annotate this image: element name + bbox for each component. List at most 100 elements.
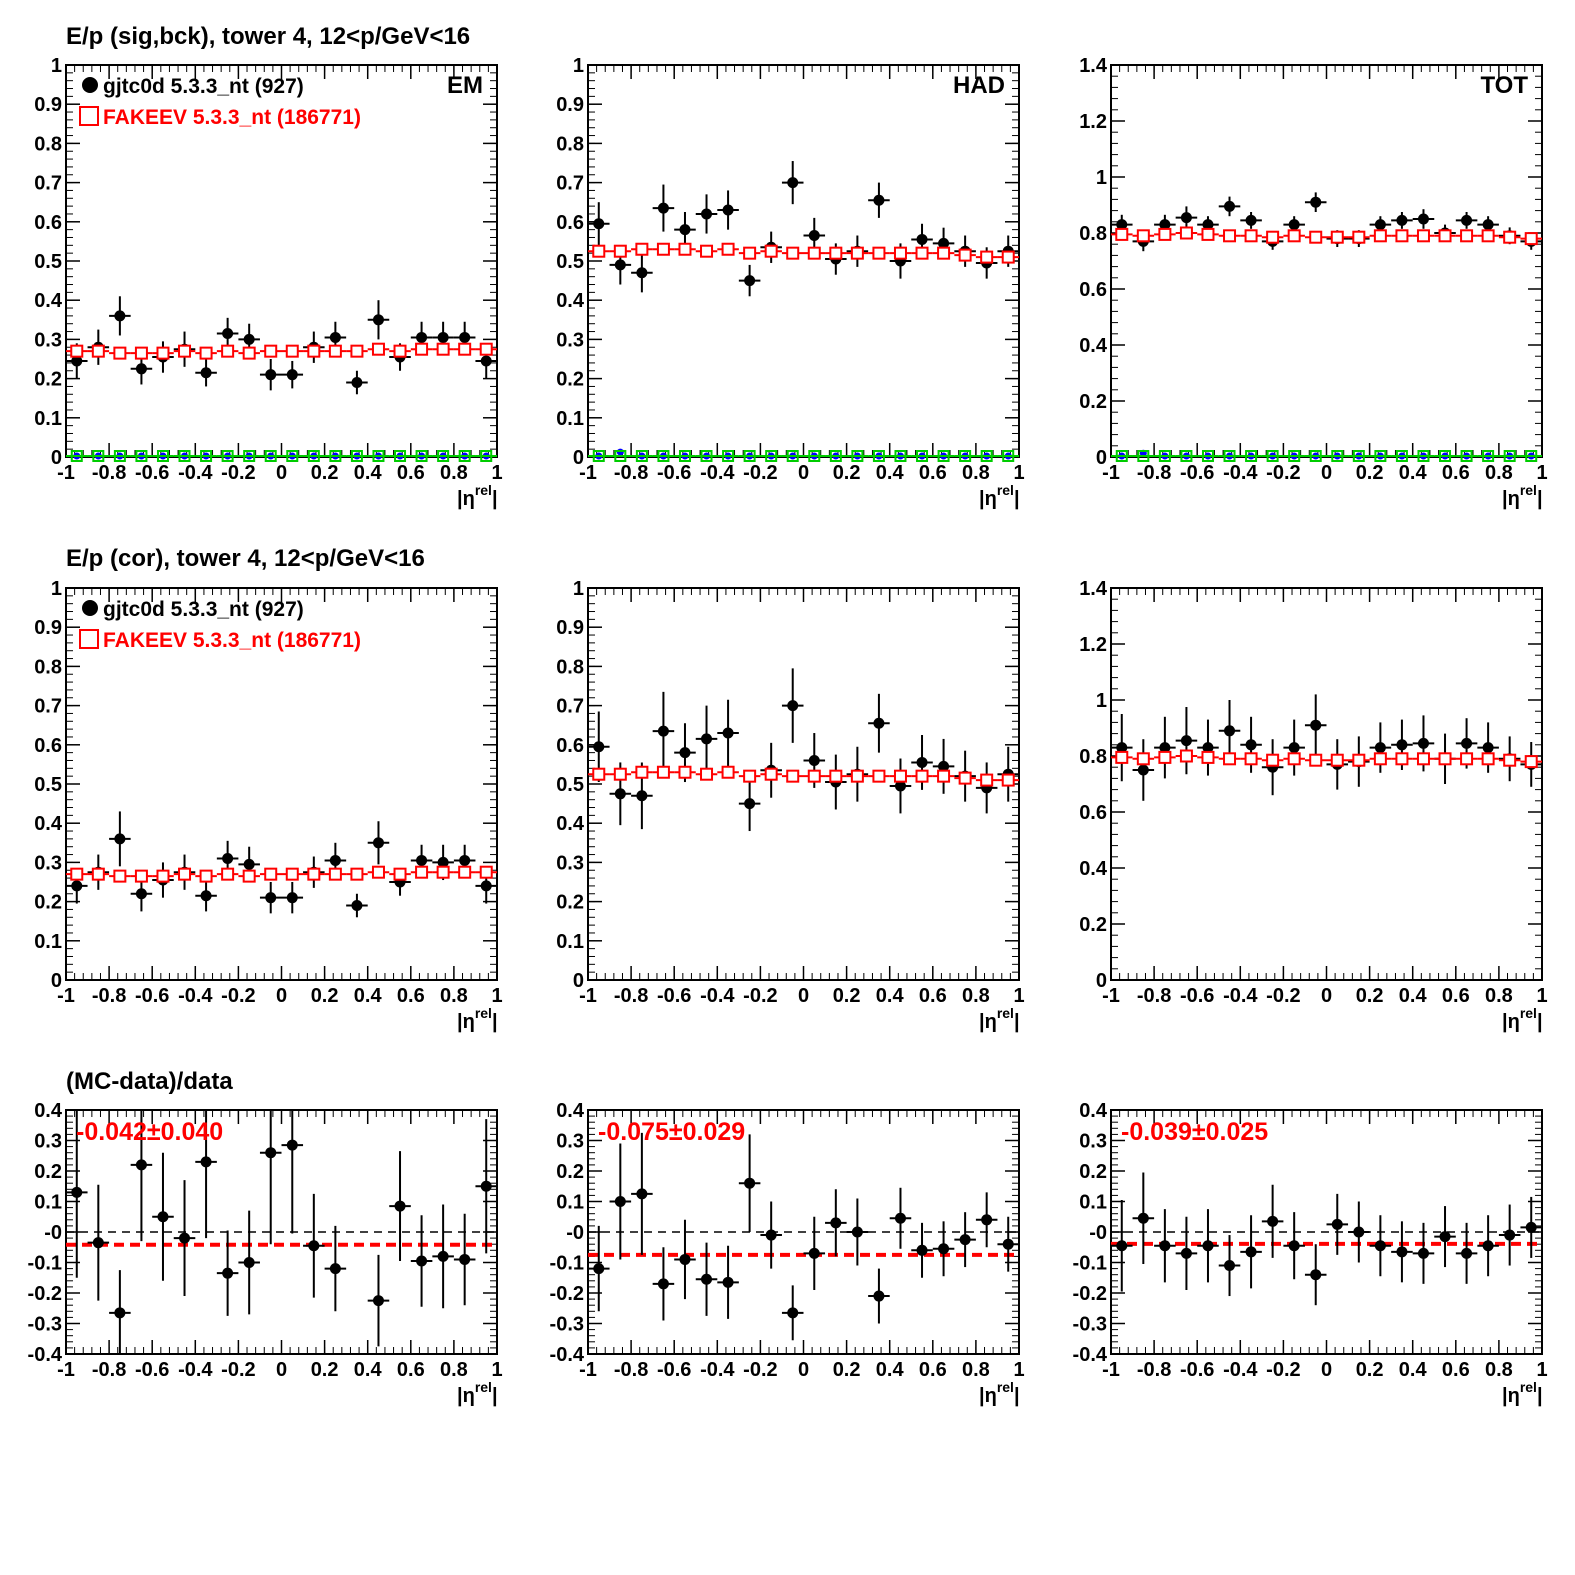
x-tick-label: -0.4	[178, 1359, 213, 1381]
x-axis-title-main: |η	[1502, 1385, 1520, 1407]
y-tick-label: 1.2	[1079, 634, 1107, 656]
x-tick-label: 0.2	[311, 1359, 339, 1381]
mc-point	[807, 246, 821, 260]
mc-point	[1287, 752, 1301, 766]
data-point	[1374, 1240, 1386, 1252]
x-tick-label: -0.6	[657, 462, 691, 484]
mean-annotation: -0.042±0.040	[76, 1118, 223, 1146]
y-tick-label: 1	[1096, 167, 1107, 189]
mc-point	[1287, 229, 1301, 243]
data-point	[1245, 214, 1257, 226]
data-point	[222, 1267, 234, 1279]
data-point	[593, 741, 605, 753]
bkg-mc-point	[329, 450, 342, 462]
mc-point	[635, 765, 649, 779]
data-point	[657, 725, 669, 737]
x-tick-label: -0.6	[657, 985, 691, 1007]
y-tick-label: 0.8	[556, 656, 584, 678]
mc-point	[156, 869, 170, 883]
x-tick-label: -0.2	[221, 1359, 255, 1381]
x-axis-title-close: |	[492, 1385, 498, 1407]
y-tick-label: 0.2	[34, 1161, 62, 1183]
x-axis-title-sup: rel	[475, 1379, 492, 1395]
bkg-mc-point	[221, 450, 234, 462]
y-tick-label: 0	[51, 970, 62, 992]
mc-point	[350, 344, 364, 358]
mc-point	[1330, 753, 1344, 767]
data-point	[701, 1273, 713, 1285]
x-tick-label: 0.8	[1485, 985, 1513, 1007]
mc-point	[958, 248, 972, 262]
data-point	[873, 194, 885, 206]
mc-point	[937, 769, 951, 783]
data-point	[1396, 739, 1408, 751]
data-point	[636, 1188, 648, 1200]
x-axis-title-close: |	[492, 1011, 498, 1033]
mc-point	[264, 344, 278, 358]
bkg-mc-point	[135, 450, 148, 462]
y-tick-label: 0.6	[556, 735, 584, 757]
mc-point	[1503, 230, 1517, 244]
y-tick-label: 0	[1096, 447, 1107, 469]
mc-point	[1373, 752, 1387, 766]
mc-point	[393, 867, 407, 881]
bkg-mc-point	[1288, 450, 1301, 462]
y-tick-label: -0.4	[1073, 1344, 1108, 1366]
bkg-mc-point	[1002, 450, 1015, 462]
bkg-mc-point	[178, 450, 191, 462]
data-point	[480, 355, 492, 367]
x-tick-label: 0.8	[962, 985, 990, 1007]
x-tick-label: 0	[798, 1359, 809, 1381]
mc-point	[178, 867, 192, 881]
y-tick-label: 1.4	[1079, 55, 1108, 77]
mc-point	[91, 867, 105, 881]
data-point	[200, 367, 212, 379]
mc-point	[285, 867, 299, 881]
x-tick-label: 0.2	[1356, 985, 1384, 1007]
data-point	[1202, 219, 1214, 231]
bkg-mc-point	[1180, 450, 1193, 462]
y-tick-label: 0.2	[556, 892, 584, 914]
y-tick-label: 0.4	[1079, 335, 1108, 357]
mc-point	[678, 765, 692, 779]
mc-point	[721, 242, 735, 256]
y-tick-label: 0.7	[34, 173, 62, 195]
data-point	[1396, 1246, 1408, 1258]
bkg-mc-point	[1460, 450, 1473, 462]
data-point	[1267, 1215, 1279, 1227]
y-tick-label: 0.2	[1079, 914, 1107, 936]
data-point	[744, 1177, 756, 1189]
y-tick-label: 0.2	[34, 369, 62, 391]
x-tick-label: 0.2	[833, 1359, 861, 1381]
mc-point	[1395, 752, 1409, 766]
mc-point	[1438, 229, 1452, 243]
bkg-mc-point	[286, 450, 299, 462]
data-point	[959, 1234, 971, 1246]
mc-point	[371, 865, 385, 879]
data-point	[71, 355, 83, 367]
data-point	[657, 202, 669, 214]
bkg-mc-point	[916, 450, 929, 462]
y-tick-label: -0.3	[1073, 1314, 1107, 1336]
data-point	[1202, 1240, 1214, 1252]
panel-label: HAD	[953, 72, 1005, 99]
x-tick-label: 0.6	[397, 462, 425, 484]
data-point	[808, 230, 820, 242]
bkg-mc-point	[372, 450, 385, 462]
mc-point	[829, 246, 843, 260]
x-tick-label: 1	[491, 985, 502, 1007]
bkg-mc-point	[765, 450, 778, 462]
data-point	[200, 1156, 212, 1168]
x-tick-label: 1	[1536, 462, 1547, 484]
mc-point	[1373, 229, 1387, 243]
x-axis-title-sup: rel	[475, 1005, 492, 1021]
data-point	[636, 790, 648, 802]
x-tick-label: 0.6	[397, 985, 425, 1007]
mc-point	[893, 769, 907, 783]
x-tick-label: 1	[491, 1359, 502, 1381]
mean-annotation: -0.075±0.029	[598, 1118, 745, 1146]
mc-point	[1309, 753, 1323, 767]
x-tick-label: -0.6	[135, 985, 169, 1007]
x-tick-label: 0.2	[1356, 1359, 1384, 1381]
bkg-mc-point	[415, 450, 428, 462]
